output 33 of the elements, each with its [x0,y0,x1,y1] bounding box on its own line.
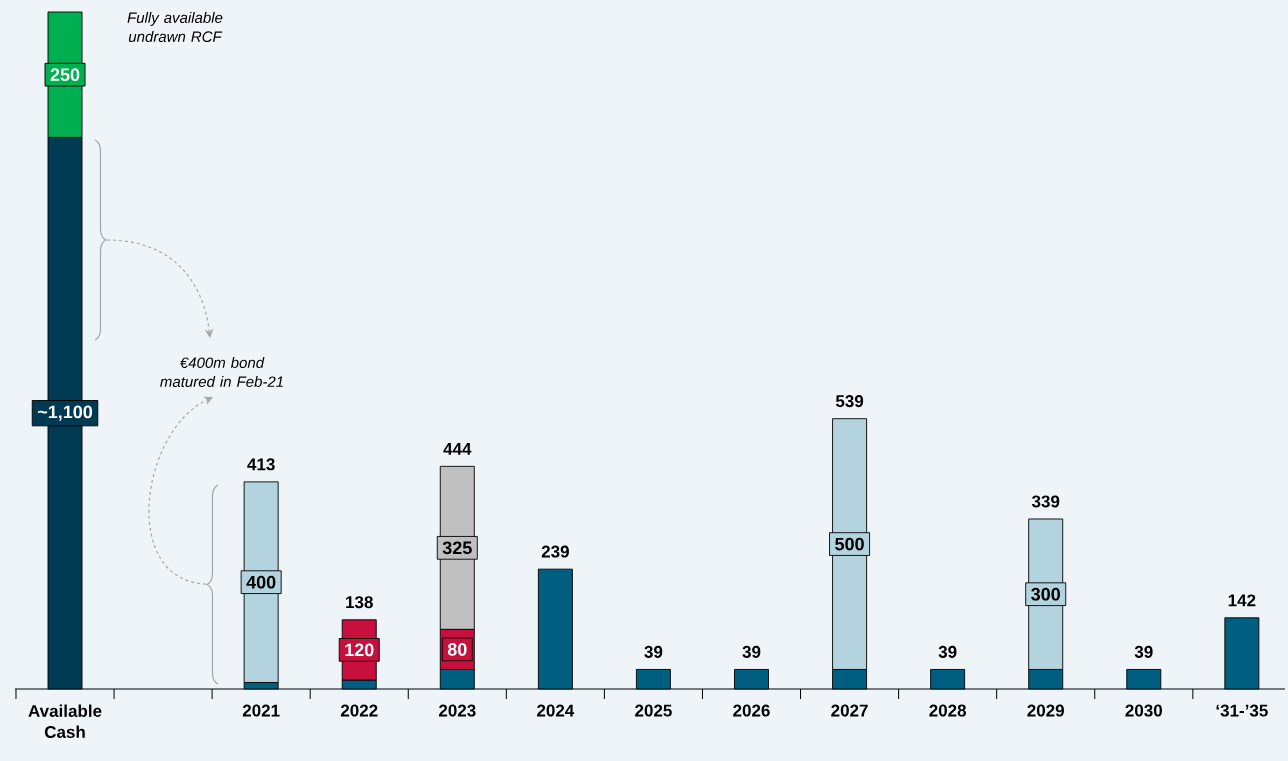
x-tick-label: ‘31-’35 [1216,704,1268,717]
total-label: 39 [644,645,663,658]
x-tick-label: 2030 [1125,704,1162,717]
data-label: 325 [442,541,472,555]
total-label: 539 [835,395,864,408]
x-tick-label: 2024 [537,704,575,717]
data-label: 250 [50,68,80,82]
data-label: 80 [447,643,467,656]
x-tick-label: 2026 [733,704,770,717]
total-label: 413 [247,458,275,471]
annotation: Fully available undrawn RCF [127,11,223,43]
x-tick-label: 2027 [831,704,868,717]
total-label: 444 [443,443,472,455]
x-tick-label: 2025 [635,704,672,717]
total-label: 39 [742,645,761,658]
total-label: 39 [938,645,957,658]
data-label: 500 [835,537,864,551]
x-tick-label: Available Cash [28,704,102,739]
total-label: 239 [541,545,569,558]
annotation: €400m bond matured in Feb-21 [160,356,283,388]
data-label: 120 [345,643,374,657]
total-label: 142 [1228,594,1256,607]
x-tick-label: 2023 [438,704,476,717]
total-label: 138 [346,596,373,609]
total-label: 339 [1031,495,1060,508]
x-tick-label: 2021 [242,704,280,717]
data-label: 300 [1031,587,1060,601]
total-label: 39 [1134,645,1153,658]
x-tick-label: 2029 [1027,704,1064,717]
data-label: 400 [246,575,276,589]
x-tick-label: 2022 [340,704,378,717]
x-tick-label: 2028 [929,704,967,717]
data-label: ~1,100 [37,405,93,421]
